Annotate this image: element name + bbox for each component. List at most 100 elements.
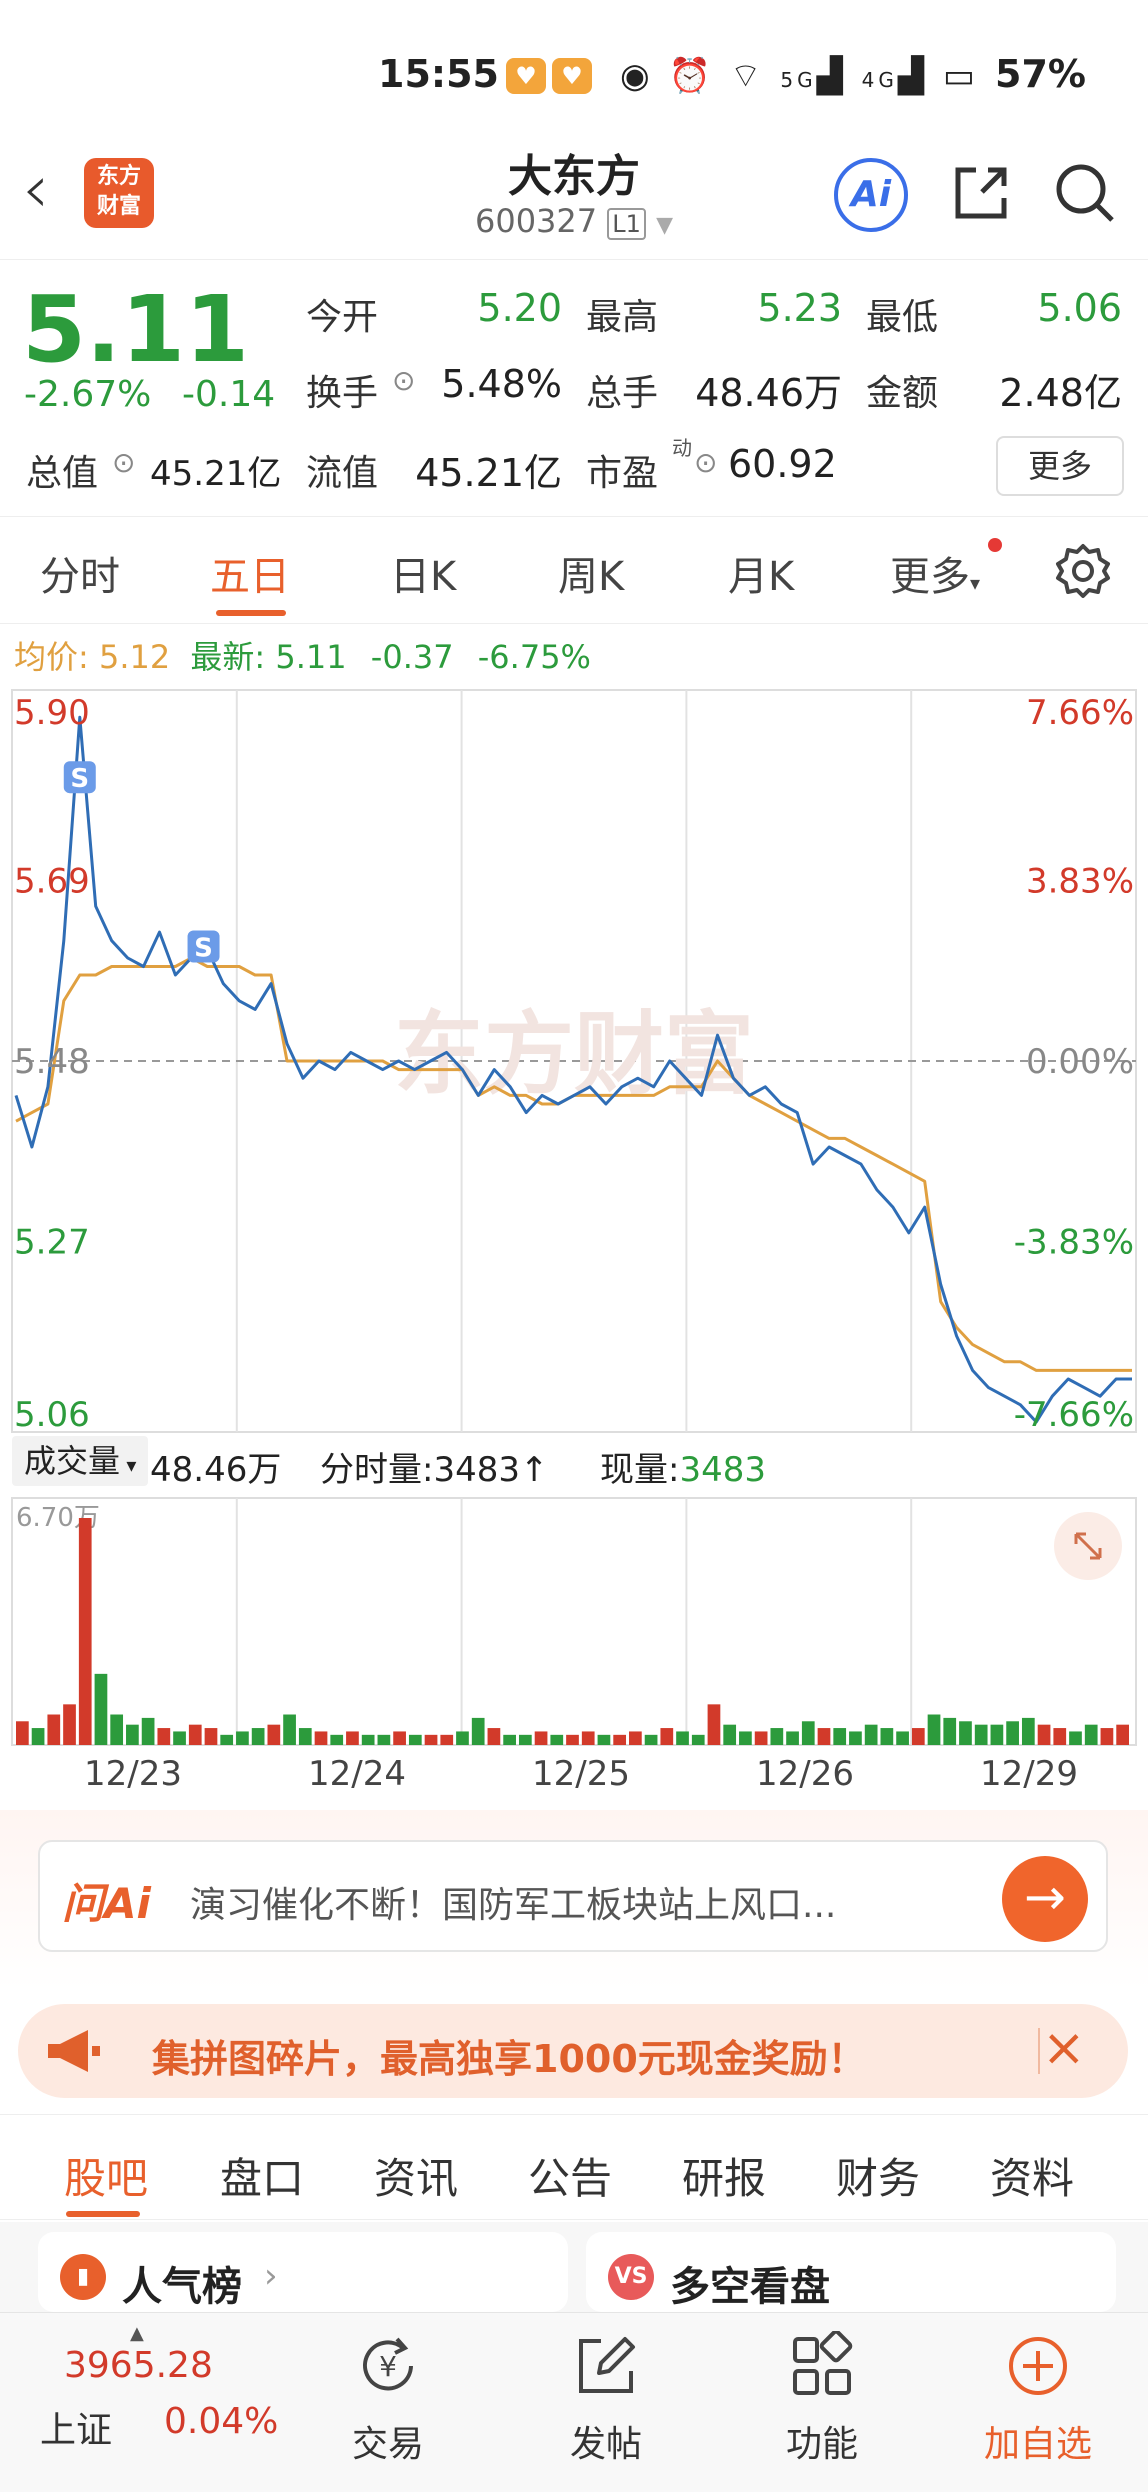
volume-bar <box>974 1724 988 1745</box>
volume-bar <box>1084 1724 1098 1745</box>
volume-bar <box>377 1734 391 1745</box>
tab-more[interactable]: 更多▾ <box>890 554 981 600</box>
tab-announcements[interactable]: 公告 <box>528 2154 613 2203</box>
volume-bar <box>173 1731 186 1745</box>
y-tick-right: 0.00% <box>1026 1042 1134 1082</box>
volume-bar <box>330 1734 344 1745</box>
volume-bar <box>849 1731 862 1745</box>
low-label: 最低 <box>866 297 939 338</box>
tab-research[interactable]: 研报 <box>682 2154 767 2203</box>
chart-tabs: 分时 五日 日K 周K 月K 更多▾ <box>0 518 1148 624</box>
nav-add-watchlist[interactable]: 加自选 <box>978 2331 1098 2467</box>
volume-bar <box>393 1731 406 1745</box>
battery-icon: ▭ <box>942 56 979 96</box>
volume-bar <box>817 1728 831 1745</box>
more-quote-button[interactable]: 更多 <box>996 436 1124 496</box>
back-icon[interactable]: ‹ <box>22 150 50 229</box>
svg-text:¥: ¥ <box>379 2350 397 2383</box>
chart-icon: ▮ <box>60 2254 106 2300</box>
trade-marker-badge <box>63 761 96 794</box>
tab-monthly-k[interactable]: 月K <box>728 554 795 600</box>
tab-five-day[interactable]: 五日 <box>210 554 290 600</box>
volume-bar <box>943 1717 957 1745</box>
volume-bar <box>236 1731 249 1745</box>
info-icon[interactable]: ⊙ <box>694 446 718 479</box>
volume-total: 48.46万 <box>150 1450 282 1490</box>
popularity-card[interactable]: ▮ 人气榜 › <box>38 2232 568 2312</box>
volume-bar <box>157 1728 171 1745</box>
tab-finance[interactable]: 财务 <box>836 2154 921 2203</box>
nav-functions[interactable]: 功能 <box>762 2331 882 2467</box>
tab-weekly-k[interactable]: 周K <box>558 554 625 600</box>
signal-5g-label: 5G <box>780 68 817 92</box>
volume-bar <box>581 1731 595 1745</box>
notification-icon: ♥ <box>552 58 592 94</box>
info-icon[interactable]: ⊙ <box>392 364 416 397</box>
tab-intraday[interactable]: 分时 <box>40 554 120 600</box>
open-value: 5.20 <box>477 286 562 330</box>
pe-label: 市盈 <box>586 453 659 494</box>
ai-search-text[interactable]: 演习催化不断！国防军工板块站上风口... <box>190 1885 837 1926</box>
amount-label: 金额 <box>866 373 939 414</box>
volume-bar <box>487 1728 501 1745</box>
tab-order-book[interactable]: 盘口 <box>220 2154 305 2203</box>
volume-dropdown[interactable]: 成交量 ▾ <box>12 1436 149 1486</box>
share-icon[interactable] <box>946 158 1016 228</box>
info-icon[interactable]: ⊙ <box>112 446 136 479</box>
volume-info-bar: 成交量 ▾ 48.46万 分时量:3483↑ 现量:3483 <box>0 1432 1148 1492</box>
five-day-chart[interactable]: 东方财富 5.90 5.69 5.48 5.27 5.06 7.66% 3.83% 0.00% -… <box>0 680 1148 1810</box>
volume-bar <box>346 1731 359 1745</box>
volume-bar <box>1037 1724 1051 1745</box>
volume-bar <box>676 1731 689 1745</box>
ai-search-box[interactable]: 问Ai 演习催化不断！国防军工板块站上风口... → <box>38 1840 1108 1952</box>
nav-trade[interactable]: ¥ 交易 <box>328 2331 448 2467</box>
index-name[interactable]: 上证 <box>40 2410 113 2451</box>
volume-bar <box>188 1724 202 1745</box>
tab-profile[interactable]: 资料 <box>990 2154 1075 2203</box>
quote-panel: 5.11 -2.67% -0.14 今开 5.20 最高 5.23 最低 5.0… <box>0 262 1148 517</box>
volume-label: 总手 <box>586 373 659 414</box>
card-title: 多空看盘 <box>670 2264 830 2310</box>
close-icon[interactable]: × <box>1042 2018 1086 2078</box>
bull-bear-card[interactable]: VS 多空看盘 <box>586 2232 1116 2312</box>
battery-percent: 57% <box>995 52 1086 96</box>
volume-bar <box>629 1731 642 1745</box>
promo-banner[interactable]: 集拼图碎片，最高独享1000元现金奖励！ × <box>18 2004 1128 2098</box>
volume-bar <box>1100 1728 1114 1745</box>
volume-bar <box>110 1714 124 1745</box>
search-icon[interactable] <box>1050 158 1120 228</box>
volume-bar <box>220 1734 234 1745</box>
tab-news[interactable]: 资讯 <box>374 2154 459 2203</box>
volume-bar <box>770 1728 784 1745</box>
volume-bar <box>408 1734 422 1745</box>
ai-button[interactable]: Ai <box>834 158 908 232</box>
chevron-right-icon: › <box>264 2256 278 2296</box>
volume-bar <box>63 1704 76 1745</box>
settings-icon[interactable] <box>1054 542 1112 600</box>
y-tick-right: 7.66% <box>1026 693 1134 733</box>
stock-code[interactable]: 600327 L1 ▼ <box>474 202 674 240</box>
nav-post[interactable]: 发帖 <box>546 2331 666 2467</box>
y-tick-right: 3.83% <box>1026 862 1134 902</box>
tab-guba[interactable]: 股吧 <box>64 2154 149 2203</box>
volume-bar <box>1116 1724 1129 1745</box>
volume-bar <box>94 1673 108 1745</box>
y-tick-left: 5.27 <box>14 1223 90 1263</box>
bottom-nav: ▲ 3965.28 上证 0.04% ¥ 交易 发帖 功能 加自选 <box>0 2312 1148 2492</box>
y-tick-left: 5.48 <box>14 1042 90 1082</box>
status-icons: ◉ ⏰ ⌔ 5G▟ 4G▟ ▭ <box>620 54 979 97</box>
high-value: 5.23 <box>757 286 842 330</box>
tab-active-underline <box>216 610 286 616</box>
tab-daily-k[interactable]: 日K <box>390 554 457 600</box>
volume-bar <box>723 1724 737 1745</box>
turnover-label: 换手 <box>306 373 379 414</box>
volume-bar <box>550 1734 564 1745</box>
volume-bar <box>456 1731 469 1745</box>
stock-header: ‹ 东方 财富 大东方 600327 L1 ▼ Ai <box>0 130 1148 260</box>
index-value[interactable]: 3965.28 <box>64 2345 213 2386</box>
arrow-right-icon[interactable]: → <box>1002 1856 1088 1942</box>
date-label: 12/29 <box>980 1754 1078 1794</box>
index-percent[interactable]: 0.04% <box>164 2401 279 2442</box>
volume-bar <box>597 1734 611 1745</box>
volume-bar <box>1053 1728 1067 1745</box>
